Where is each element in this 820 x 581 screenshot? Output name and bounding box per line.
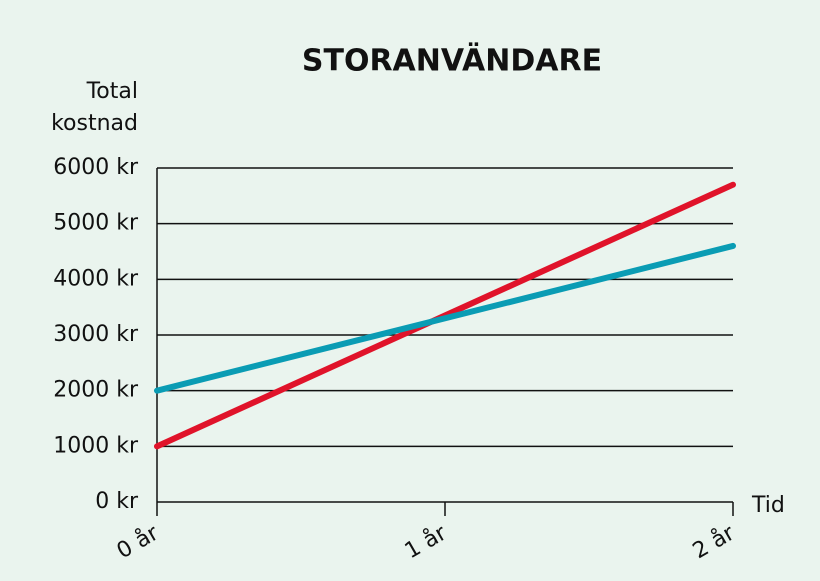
y-tick-label: 4000 kr [53, 266, 139, 291]
x-tick-label: 1 år [400, 519, 452, 564]
y-tick-label: 0 kr [95, 489, 139, 514]
y-tick-label: 6000 kr [53, 155, 139, 180]
y-tick-label: 5000 kr [53, 211, 139, 236]
chart-title: STORANVÄNDARE [302, 43, 602, 79]
x-axis-title: Tid [751, 493, 785, 518]
y-tick-label: 3000 kr [53, 322, 139, 347]
series-line [154, 242, 736, 394]
y-tick-label: 1000 kr [53, 433, 139, 458]
y-axis-title: Total kostnad [51, 79, 138, 136]
y-tick-label: 2000 kr [53, 378, 139, 403]
x-tick-label: 0 år [112, 519, 164, 564]
x-tick-label: 2 år [688, 519, 740, 564]
